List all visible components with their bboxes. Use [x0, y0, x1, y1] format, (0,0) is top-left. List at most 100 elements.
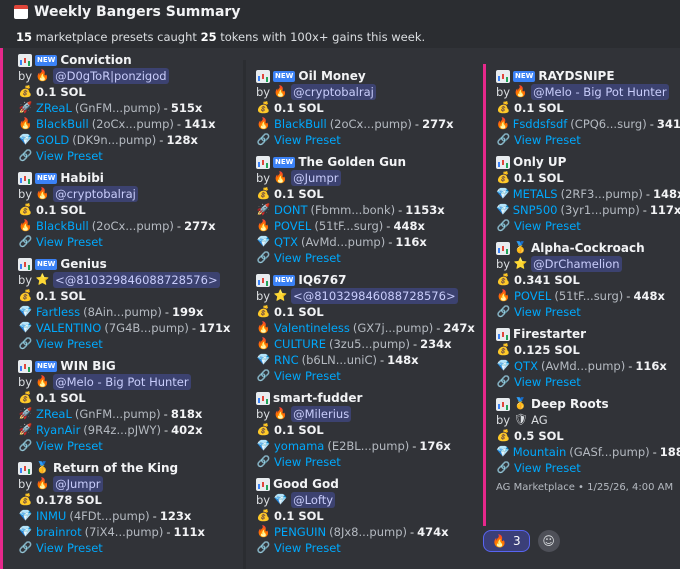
view-preset-link[interactable]: 🔗 View Preset [496, 218, 680, 234]
star-icon: ⭐ [35, 273, 50, 286]
column-3: NEW RAYDSNIPE by 🔥 @Melo - Big Pot Hunter 💰 0.… [496, 68, 680, 493]
token-name[interactable]: CULTURE [274, 337, 326, 351]
token-row: 💎 Fartless (8Ain...pump) - 199x [18, 304, 238, 320]
token-address: (AvMd...pump) [540, 359, 626, 373]
price-value: 0.1 SOL [274, 509, 324, 523]
author-mention[interactable]: <@810329846088728576> [291, 288, 458, 304]
view-preset-link[interactable]: 🔗 View Preset [18, 336, 238, 352]
token-name[interactable]: Mountain [512, 445, 567, 459]
link-icon: 🔗 [256, 251, 271, 264]
preset-count: 15 [16, 30, 33, 44]
token-name[interactable]: QTX [274, 235, 298, 249]
author-mention[interactable]: @cryptobalraj [291, 84, 376, 100]
new-badge-icon: NEW [273, 156, 296, 168]
token-address: (8Ain...pump) [83, 305, 162, 319]
medal-icon: 🥇 [513, 397, 528, 410]
separator-dash: - [628, 359, 633, 373]
author-line: by 🔥 @Melo - Big Pot Hunter [496, 84, 680, 100]
by-label: by [18, 187, 33, 201]
token-name[interactable]: VALENTINO [36, 321, 102, 335]
price-line: 💰 0.1 SOL [18, 390, 238, 406]
author-mention[interactable]: @Jumpr [53, 476, 103, 492]
token-name[interactable]: Valentineless [274, 321, 350, 335]
separator [243, 60, 246, 569]
view-preset-link[interactable]: 🔗 View Preset [496, 374, 680, 390]
token-name[interactable]: POVEL [274, 219, 312, 233]
view-preset-link[interactable]: 🔗 View Preset [496, 460, 680, 476]
token-name[interactable]: RyanAir [36, 423, 81, 437]
preset-title-line: NEW WIN BIG [18, 358, 238, 374]
fire-reaction[interactable]: 🔥 3 [483, 530, 530, 552]
token-name[interactable]: BlackBull [36, 117, 89, 131]
token-row: 🔥 CULTURE (3zu5...pump) - 234x [256, 336, 481, 352]
token-name[interactable]: ZReaL [36, 407, 72, 421]
token-multiplier: 448x [633, 289, 665, 303]
view-preset-link[interactable]: 🔗 View Preset [496, 132, 680, 148]
token-name[interactable]: RNC [274, 353, 299, 367]
token-multiplier: 148x [653, 187, 680, 201]
view-preset-link[interactable]: 🔗 View Preset [18, 540, 238, 556]
token-name[interactable]: PENGUIN [274, 525, 327, 539]
view-preset-link[interactable]: 🔗 View Preset [496, 304, 680, 320]
view-preset-link[interactable]: 🔗 View Preset [256, 132, 481, 148]
token-name[interactable]: SNP500 [512, 203, 558, 217]
token-name[interactable]: yomama [274, 439, 325, 453]
token-name[interactable]: GOLD [36, 133, 70, 147]
token-name[interactable]: brainrot [36, 525, 82, 539]
money-bag-icon: 💰 [18, 289, 33, 302]
token-name[interactable]: BlackBull [36, 219, 89, 233]
token-name[interactable]: DONT [274, 203, 308, 217]
author-mention[interactable]: @Melo - Big Pot Hunter [53, 374, 191, 390]
author-line: by ⭐ @DrChamelion [496, 256, 680, 272]
preset-name: Oil Money [298, 69, 366, 83]
preset-card: NEW Oil Money by 🔥 @cryptobalraj 💰 0.1 SOL 🔥 Bla… [256, 68, 481, 148]
price-line: 💰 0.1 SOL [18, 84, 238, 100]
view-preset-link[interactable]: 🔗 View Preset [256, 540, 481, 556]
money-bag-icon: 💰 [18, 493, 33, 506]
price-line: 💰 0.1 SOL [496, 100, 680, 116]
token-name[interactable]: QTX [514, 359, 538, 373]
fire-icon: 🔥 [256, 219, 271, 232]
separator-dash: - [642, 203, 647, 217]
gem-icon: 💎 [256, 235, 271, 248]
by-label: by [496, 85, 511, 99]
add-reaction-icon[interactable]: ☺ [537, 530, 560, 552]
price-line: 💰 0.178 SOL [18, 492, 238, 508]
token-name[interactable]: Fsddsfsdf [512, 117, 568, 131]
token-name[interactable]: INMU [36, 509, 67, 523]
view-preset-link[interactable]: 🔗 View Preset [18, 148, 238, 164]
shield-icon: 🛡 [513, 413, 528, 426]
view-preset-link[interactable]: 🔗 View Preset [18, 234, 238, 250]
author-line: by ⭐ <@810329846088728576> [18, 272, 238, 288]
view-preset-link[interactable]: 🔗 View Preset [256, 250, 481, 266]
token-name[interactable]: Fartless [36, 305, 81, 319]
separator-dash: - [176, 117, 182, 131]
author-mention[interactable]: @Lofty [291, 492, 336, 508]
preset-title-line: NEW Conviction [18, 52, 238, 68]
author-mention[interactable]: AG [531, 413, 548, 427]
token-name[interactable]: POVEL [514, 289, 552, 303]
chart-icon [256, 477, 270, 491]
fire-icon: 🔥 [496, 289, 511, 302]
author-mention[interactable]: @D0gToR|ponzigod [53, 68, 169, 84]
token-name[interactable]: ZReaL [36, 101, 72, 115]
view-preset-label: View Preset [274, 541, 341, 555]
preset-card: 🥇 Alpha-Cockroach by ⭐ @DrChamelion 💰 0.341 SO… [496, 240, 680, 320]
gem-icon: 💎 [18, 133, 33, 146]
view-preset-link[interactable]: 🔗 View Preset [256, 454, 481, 470]
token-name[interactable]: BlackBull [274, 117, 327, 131]
token-address: (AvMd...pump) [300, 235, 386, 249]
link-icon: 🔗 [496, 133, 511, 146]
view-preset-link[interactable]: 🔗 View Preset [256, 368, 481, 384]
author-mention[interactable]: @Milerius [291, 406, 352, 422]
view-preset-link[interactable]: 🔗 View Preset [18, 438, 238, 454]
author-mention[interactable]: <@810329846088728576> [53, 272, 220, 288]
author-mention[interactable]: @Jumpr [291, 170, 341, 186]
preset-card: NEW Conviction by 🔥 @D0gToR|ponzigod 💰 0.1 SOL… [18, 52, 238, 164]
token-name[interactable]: METALS [512, 187, 558, 201]
author-mention[interactable]: @DrChamelion [531, 256, 622, 272]
author-mention[interactable]: @Melo - Big Pot Hunter [531, 84, 669, 100]
author-mention[interactable]: @cryptobalraj [53, 186, 138, 202]
preset-card: Only UP 💰 0.1 SOL 💎 METALS (2RF3...pump) - 14… [496, 154, 680, 234]
token-address: (E2BL...pump) [327, 439, 410, 453]
